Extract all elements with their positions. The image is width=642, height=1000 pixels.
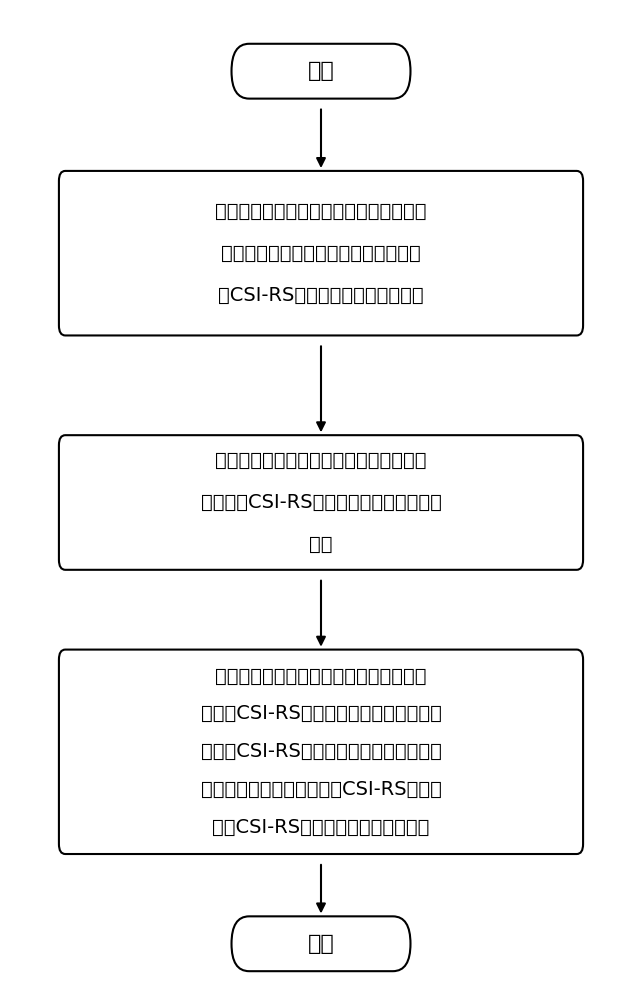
Text: 门限的CSI-RS配置，并在所述目标节点的: 门限的CSI-RS配置，并在所述目标节点的: [200, 704, 442, 723]
Text: 结束: 结束: [308, 934, 334, 954]
FancyBboxPatch shape: [59, 650, 583, 854]
Text: 已使用CSI-RS配置集合中选择一与所述导: 已使用CSI-RS配置集合中选择一与所述导: [200, 742, 442, 761]
Text: 开始: 开始: [308, 61, 334, 81]
Text: 设门限的CSI-RS资源配置方式上报至所述: 设门限的CSI-RS资源配置方式上报至所述: [200, 493, 442, 512]
Text: 基站通知目标节点下的终端对所述目标节: 基站通知目标节点下的终端对所述目标节: [215, 202, 427, 221]
Text: 频接收功率大于预设门限的CSI-RS配置正: 频接收功率大于预设门限的CSI-RS配置正: [200, 780, 442, 799]
Text: 所述终端将测量到的导频接收功率大于预: 所述终端将测量到的导频接收功率大于预: [215, 451, 427, 470]
Text: 所述基站统计所述导频接收功率大于预设: 所述基站统计所述导频接收功率大于预设: [215, 667, 427, 686]
FancyBboxPatch shape: [59, 435, 583, 570]
FancyBboxPatch shape: [59, 171, 583, 335]
Text: 点的相邻节点的信道状态信息参考信号: 点的相邻节点的信道状态信息参考信号: [221, 244, 421, 263]
FancyBboxPatch shape: [232, 916, 410, 971]
Text: 基站: 基站: [309, 535, 333, 554]
FancyBboxPatch shape: [232, 44, 410, 99]
Text: 交的CSI-RS配置分配给所述目标节点: 交的CSI-RS配置分配给所述目标节点: [213, 818, 429, 837]
Text: （CSI-RS）进行导频接收功率测量: （CSI-RS）进行导频接收功率测量: [218, 286, 424, 305]
